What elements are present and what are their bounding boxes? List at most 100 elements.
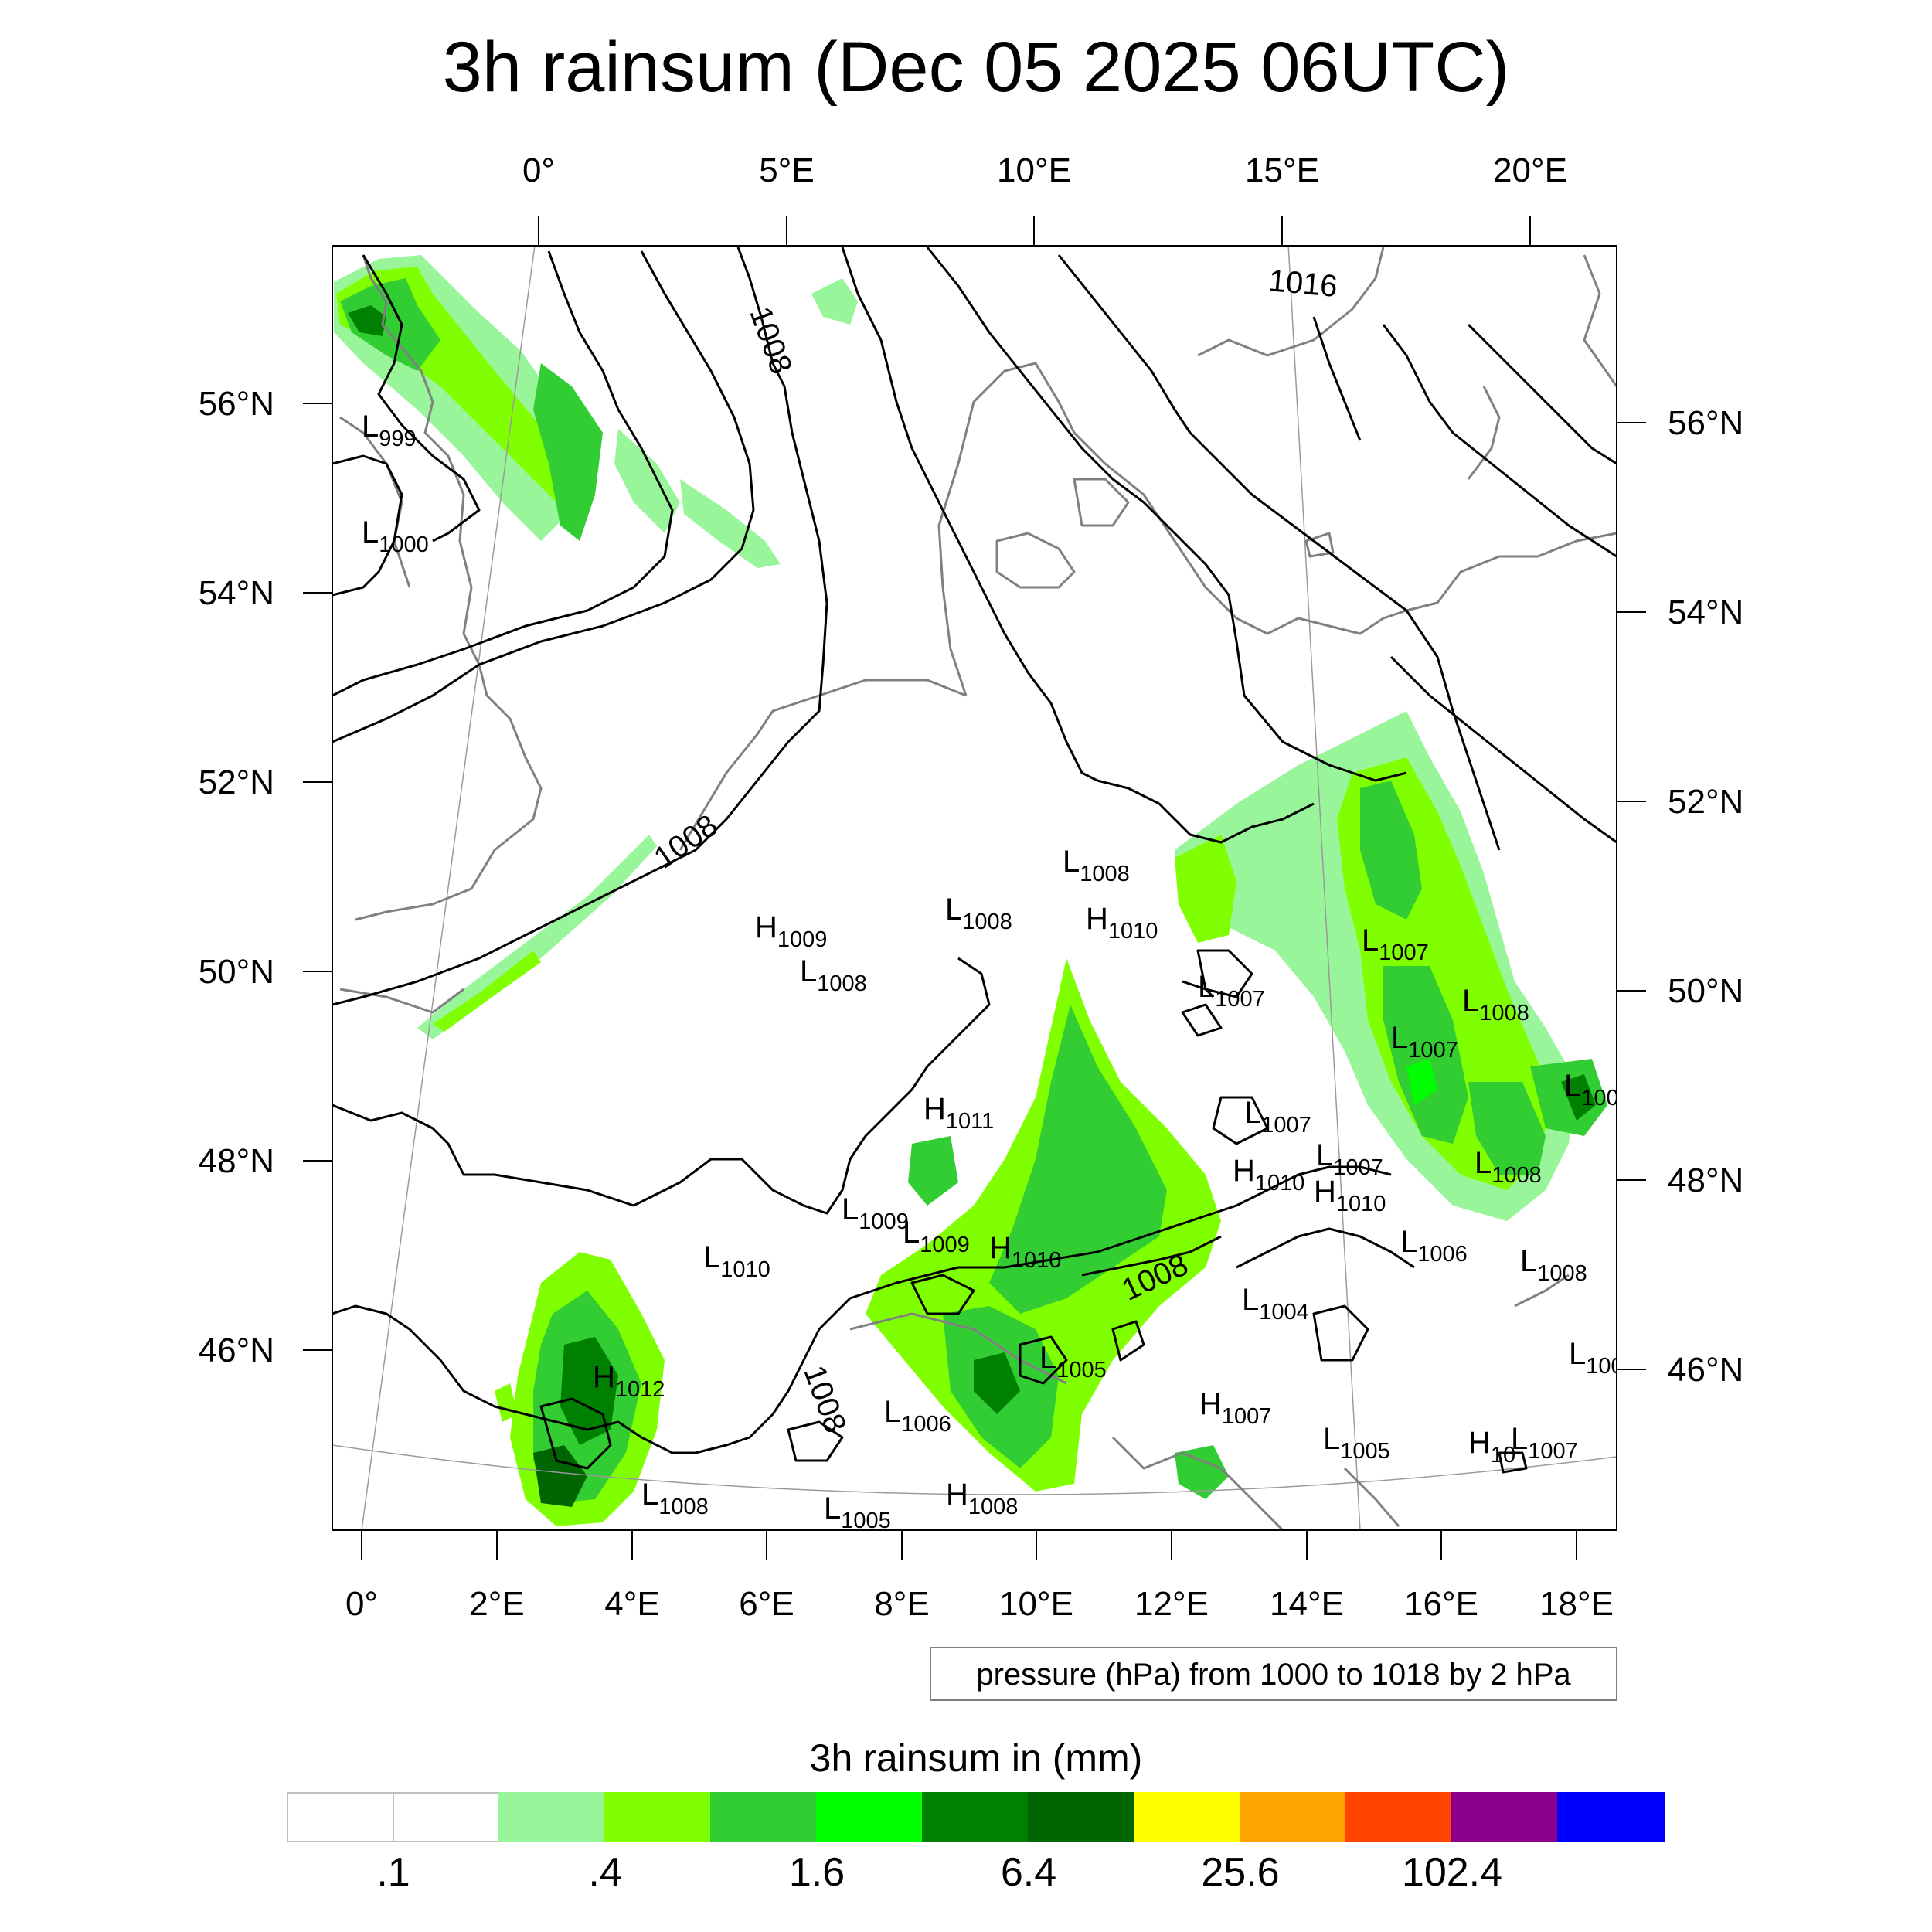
isobar-line	[1382, 324, 1617, 558]
lon-label: 5°E	[759, 151, 814, 189]
isobar-line	[1498, 1451, 1528, 1474]
rain-area-poland	[1360, 781, 1422, 920]
rain-area-poland	[1406, 1059, 1437, 1105]
rain-area-alps	[908, 1136, 958, 1206]
low-pressure-label: L1007	[1198, 970, 1265, 1012]
low-pressure-label: L1008	[1520, 1244, 1587, 1286]
low-pressure-label: L1008	[1475, 1146, 1542, 1188]
rain-area-alps	[974, 1352, 1020, 1414]
isobar-line	[926, 247, 1407, 782]
low-pressure-label: L1007	[1362, 923, 1429, 965]
coastline	[1514, 1274, 1570, 1308]
isobar-line	[332, 454, 403, 597]
map-panel: 1008 1008 1016 1008 1008 L999L1000L1008L…	[199, 151, 1744, 1623]
isobars	[332, 247, 1617, 1474]
lon-label: 6°E	[739, 1585, 794, 1623]
rain-area-alps	[989, 1005, 1167, 1314]
low-pressure-label: L1005	[1323, 1422, 1390, 1464]
low-pressure-label: L1008	[1063, 845, 1130, 886]
high-pressure-label: H1010	[1086, 902, 1158, 944]
lat-label: 48°N	[199, 1142, 274, 1180]
isobar-line	[362, 254, 481, 543]
isobar-line	[332, 957, 991, 1215]
low-pressure-label: L1007	[1316, 1138, 1383, 1180]
colorbar-box	[816, 1792, 923, 1842]
low-pressure-label: L1009	[842, 1192, 909, 1234]
colorbar-box	[1451, 1792, 1559, 1842]
isobar-line	[841, 247, 1315, 844]
high-pressure-label: H10	[1468, 1426, 1515, 1468]
rain-area-poland	[1383, 966, 1468, 1144]
axis-ticks	[303, 216, 1646, 1560]
map-frame	[332, 245, 1617, 1531]
high-pressure-label: H1012	[593, 1360, 665, 1402]
map-title: 3h rainsum (Dec 05 2025 06UTC)	[443, 28, 1510, 107]
isobar-line	[1111, 1320, 1145, 1362]
rain-area-france	[495, 1383, 518, 1422]
map-content: 1008 1008 1016 1008 1008 L999L1000L1008L…	[332, 246, 1631, 1533]
lon-label: 10°E	[997, 151, 1071, 189]
isobar-line	[1212, 1096, 1269, 1145]
isobar-line	[1189, 431, 1501, 851]
coastline	[995, 532, 1076, 589]
rain-area-poland	[1468, 1082, 1546, 1175]
high-pressure-label: H1007	[1199, 1387, 1271, 1429]
low-pressure-label: L1009	[1564, 1069, 1631, 1111]
colorbar-box	[1028, 1792, 1135, 1842]
lon-label: 15°E	[1245, 151, 1319, 189]
colorbar-box	[393, 1792, 500, 1842]
coastline	[339, 416, 411, 588]
contour-info-box: pressure (hPa) from 1000 to 1018 by 2 hP…	[930, 1647, 1617, 1701]
isobar-line	[1196, 949, 1253, 998]
top-lon-labels: 0° 5°E 10°E 15°E 20°E	[522, 151, 1567, 189]
rain-area-poland	[1175, 835, 1236, 943]
colorbar-box	[1345, 1792, 1453, 1842]
high-pressure-label: H1009	[755, 910, 827, 952]
colorbar: 3h rainsum in (mm) .1 .4 1.6 6.4 25.6 102.4	[287, 1736, 1665, 1895]
rain-area-france	[533, 1445, 587, 1507]
colorbar-label: .4	[588, 1850, 621, 1895]
isobar-line	[1181, 1003, 1223, 1037]
coastline	[849, 1312, 1067, 1385]
high-pressure-label: H1010	[989, 1231, 1061, 1273]
rain-area-north-sea	[811, 278, 858, 325]
colorbar-box	[1557, 1792, 1665, 1842]
coastline	[937, 362, 1617, 696]
isobar-line	[1019, 1335, 1068, 1385]
lat-label: 50°N	[1668, 972, 1743, 1010]
lon-label: 0°	[522, 151, 555, 189]
coastline	[1467, 386, 1501, 480]
low-pressure-label: L1007	[1391, 1021, 1458, 1063]
low-pressure-label: L1010	[703, 1240, 770, 1282]
right-lat-labels: 56°N 54°N 52°N 50°N 48°N 46°N	[1668, 404, 1743, 1389]
isobar-label: 1016	[1267, 264, 1338, 304]
high-pressure-label: H1010	[1233, 1154, 1304, 1196]
colorbar-box	[287, 1792, 394, 1842]
lat-label: 56°N	[1668, 404, 1743, 442]
high-pressure-label: H1010	[1314, 1175, 1386, 1216]
lon-label: 10°E	[999, 1585, 1073, 1623]
lon-label: 4°E	[604, 1585, 659, 1623]
left-lat-labels: 56°N 54°N 52°N 50°N 48°N 46°N	[199, 385, 274, 1369]
isobar-line	[332, 250, 674, 697]
isobar-line	[1182, 980, 1215, 998]
coastline	[339, 988, 464, 1014]
low-pressure-label: L1009	[903, 1216, 970, 1257]
colorbar-box	[1240, 1792, 1347, 1842]
colorbar-box	[498, 1792, 606, 1842]
colorbar-box	[604, 1792, 712, 1842]
low-pressure-label: L1005	[824, 1492, 891, 1533]
low-pressure-label: L1007	[1244, 1096, 1311, 1138]
high-pressure-label: H1008	[946, 1478, 1018, 1519]
colorbar-label: .1	[376, 1850, 410, 1895]
low-pressure-label: L1008	[945, 893, 1012, 934]
coastline	[1304, 532, 1335, 558]
colorbar-boxes	[287, 1792, 1665, 1842]
high-pressure-label: H1011	[923, 1092, 994, 1134]
low-pressure-label: L1007	[1511, 1422, 1578, 1464]
low-pressure-label: L1008	[1462, 984, 1529, 1026]
colorbar-box	[710, 1792, 818, 1842]
isobar-line	[1389, 655, 1617, 844]
